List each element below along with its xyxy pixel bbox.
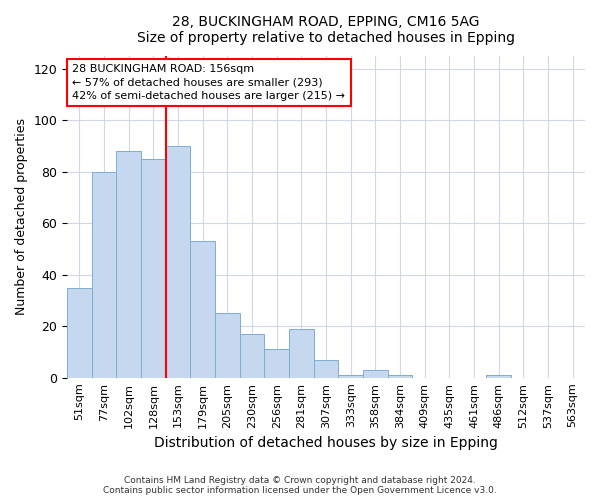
Bar <box>314 360 338 378</box>
Bar <box>92 172 116 378</box>
Bar <box>116 152 141 378</box>
Bar <box>487 375 511 378</box>
Bar <box>363 370 388 378</box>
Bar <box>67 288 92 378</box>
Text: 28 BUCKINGHAM ROAD: 156sqm
← 57% of detached houses are smaller (293)
42% of sem: 28 BUCKINGHAM ROAD: 156sqm ← 57% of deta… <box>73 64 346 100</box>
Bar <box>388 375 412 378</box>
Bar <box>338 375 363 378</box>
Bar <box>265 350 289 378</box>
Bar <box>215 314 240 378</box>
Text: Contains HM Land Registry data © Crown copyright and database right 2024.
Contai: Contains HM Land Registry data © Crown c… <box>103 476 497 495</box>
Y-axis label: Number of detached properties: Number of detached properties <box>15 118 28 316</box>
Bar <box>240 334 265 378</box>
Bar <box>141 159 166 378</box>
Bar <box>289 329 314 378</box>
Title: 28, BUCKINGHAM ROAD, EPPING, CM16 5AG
Size of property relative to detached hous: 28, BUCKINGHAM ROAD, EPPING, CM16 5AG Si… <box>137 15 515 45</box>
X-axis label: Distribution of detached houses by size in Epping: Distribution of detached houses by size … <box>154 436 498 450</box>
Bar <box>166 146 190 378</box>
Bar <box>190 242 215 378</box>
